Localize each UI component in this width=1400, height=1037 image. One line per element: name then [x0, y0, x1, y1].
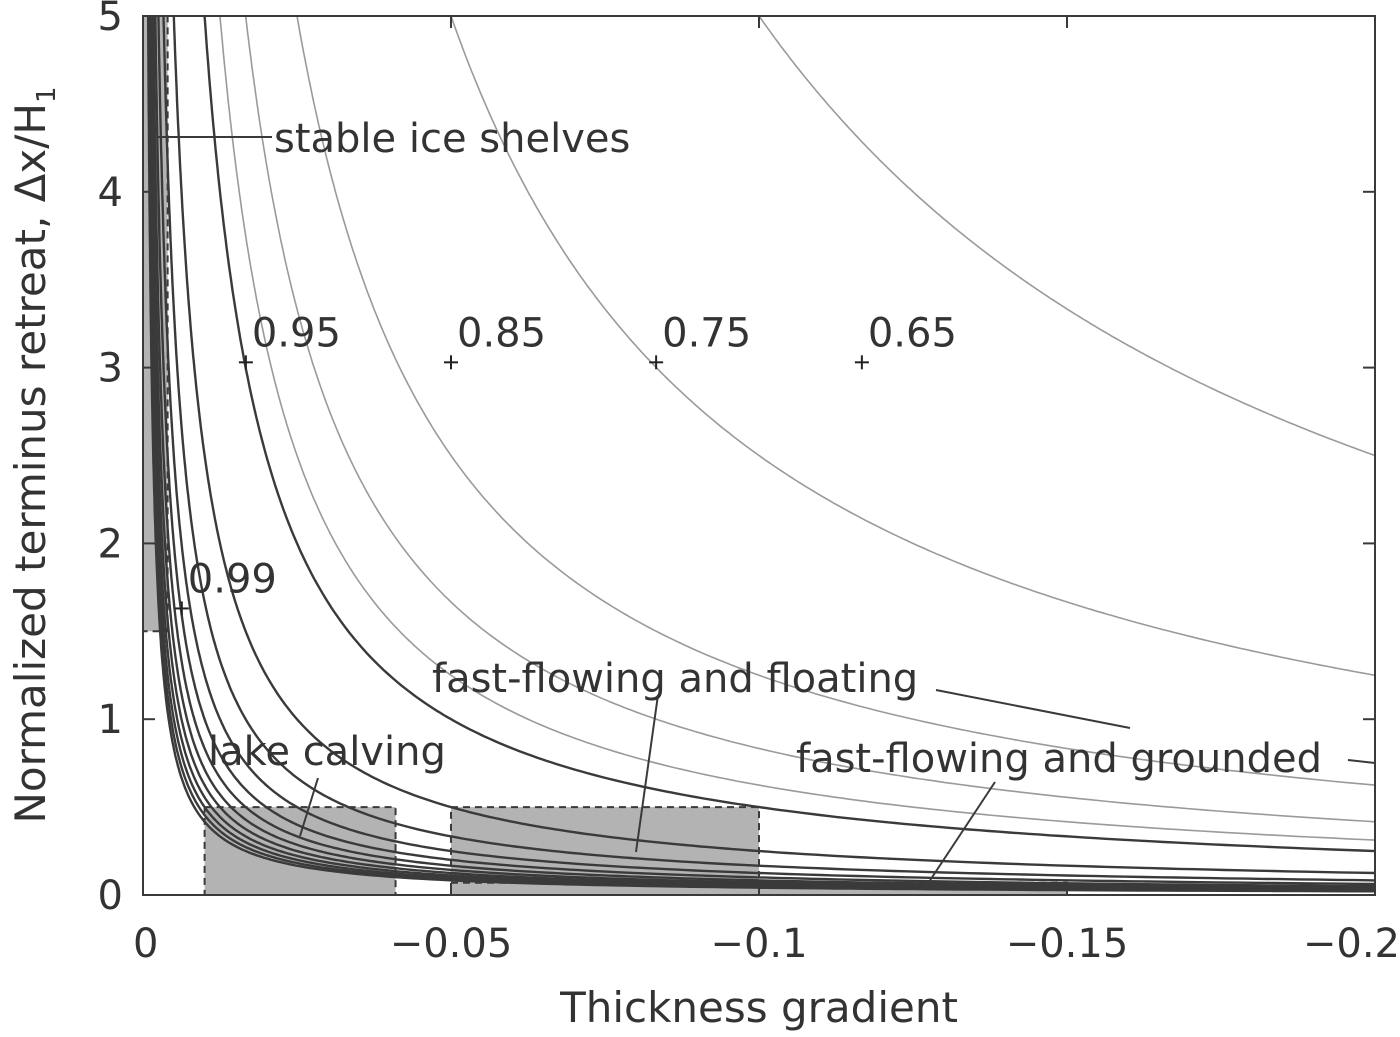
annotation-stable-ice-shelves: stable ice shelves: [274, 116, 630, 162]
y-axis-title-main: Normalized terminus retreat, Δx/H: [6, 103, 55, 823]
leader-fast-flowing-grounded-right: [1347, 759, 1376, 764]
dark-contour-0-85: [162, 16, 1375, 882]
x-tick-label: −0.2: [1303, 921, 1400, 967]
annotation-fast-flowing-grounded: fast-flowing and grounded: [796, 736, 1322, 782]
light-contour-0-995: [758, 16, 1375, 457]
dark-contour-0-8: [157, 16, 1375, 886]
leader-lake-calving: [299, 777, 319, 837]
dark-contour-0-9: [172, 16, 1375, 875]
dark-contour-0-6: [149, 16, 1375, 891]
leader-fast-flowing-floating: [635, 694, 659, 853]
contour-label-0-85: 0.85: [457, 310, 546, 356]
light-contour-0-97: [244, 16, 1375, 823]
annotations: stable ice shelves lake calving fast-flo…: [157, 116, 1376, 889]
dark-contour-0-65: [150, 16, 1375, 890]
y-axis-title: Normalized terminus retreat, Δx/H1: [6, 86, 62, 823]
leader-fast-flowing-grounded: [924, 781, 996, 889]
light-contour-0-98: [296, 16, 1375, 786]
dark-contour-0-75: [154, 16, 1375, 888]
dark-contour-0-95: [203, 16, 1375, 853]
annotation-lake-calving: lake calving: [208, 729, 446, 775]
light-contour-0-99: [450, 16, 1375, 677]
y-tick-label: 3: [98, 346, 123, 392]
y-tick-label: 5: [98, 0, 123, 40]
contour-label-0-65: 0.65: [868, 310, 957, 356]
x-tick-label: −0.15: [1006, 921, 1129, 967]
contour-label-0-95: 0.95: [252, 310, 341, 356]
y-tick-label: 0: [98, 873, 123, 919]
contour-label-0-75: 0.75: [662, 310, 751, 356]
x-tick-label: −0.05: [390, 921, 513, 967]
x-tick-label: −0.1: [710, 921, 807, 967]
contour-lines: [146, 16, 1375, 893]
y-axis-title-subscript: 1: [32, 86, 62, 103]
y-tick-label: 4: [98, 170, 123, 216]
x-axis-title: Thickness gradient: [559, 983, 958, 1032]
dark-contour-0-4: [146, 16, 1375, 893]
dark-contour-0-7: [152, 16, 1375, 889]
light-contour-0-96: [219, 16, 1375, 841]
x-axis-ticks: 0 −0.05 −0.1 −0.15 −0.2: [133, 16, 1400, 967]
contour-label-marks: [174, 355, 869, 616]
leader-fast-flowing-floating-right: [935, 689, 1131, 729]
y-tick-label: 2: [98, 521, 123, 567]
annotation-fast-flowing-floating: fast-flowing and floating: [432, 656, 918, 702]
contour-labels: 0.99 0.95 0.85 0.75 0.65: [188, 310, 957, 602]
y-tick-label: 1: [98, 697, 123, 743]
y-axis-ticks: 0 1 2 3 4 5: [98, 0, 1375, 919]
contour-label-0-99: 0.99: [188, 556, 277, 602]
x-tick-label: 0: [133, 921, 158, 967]
